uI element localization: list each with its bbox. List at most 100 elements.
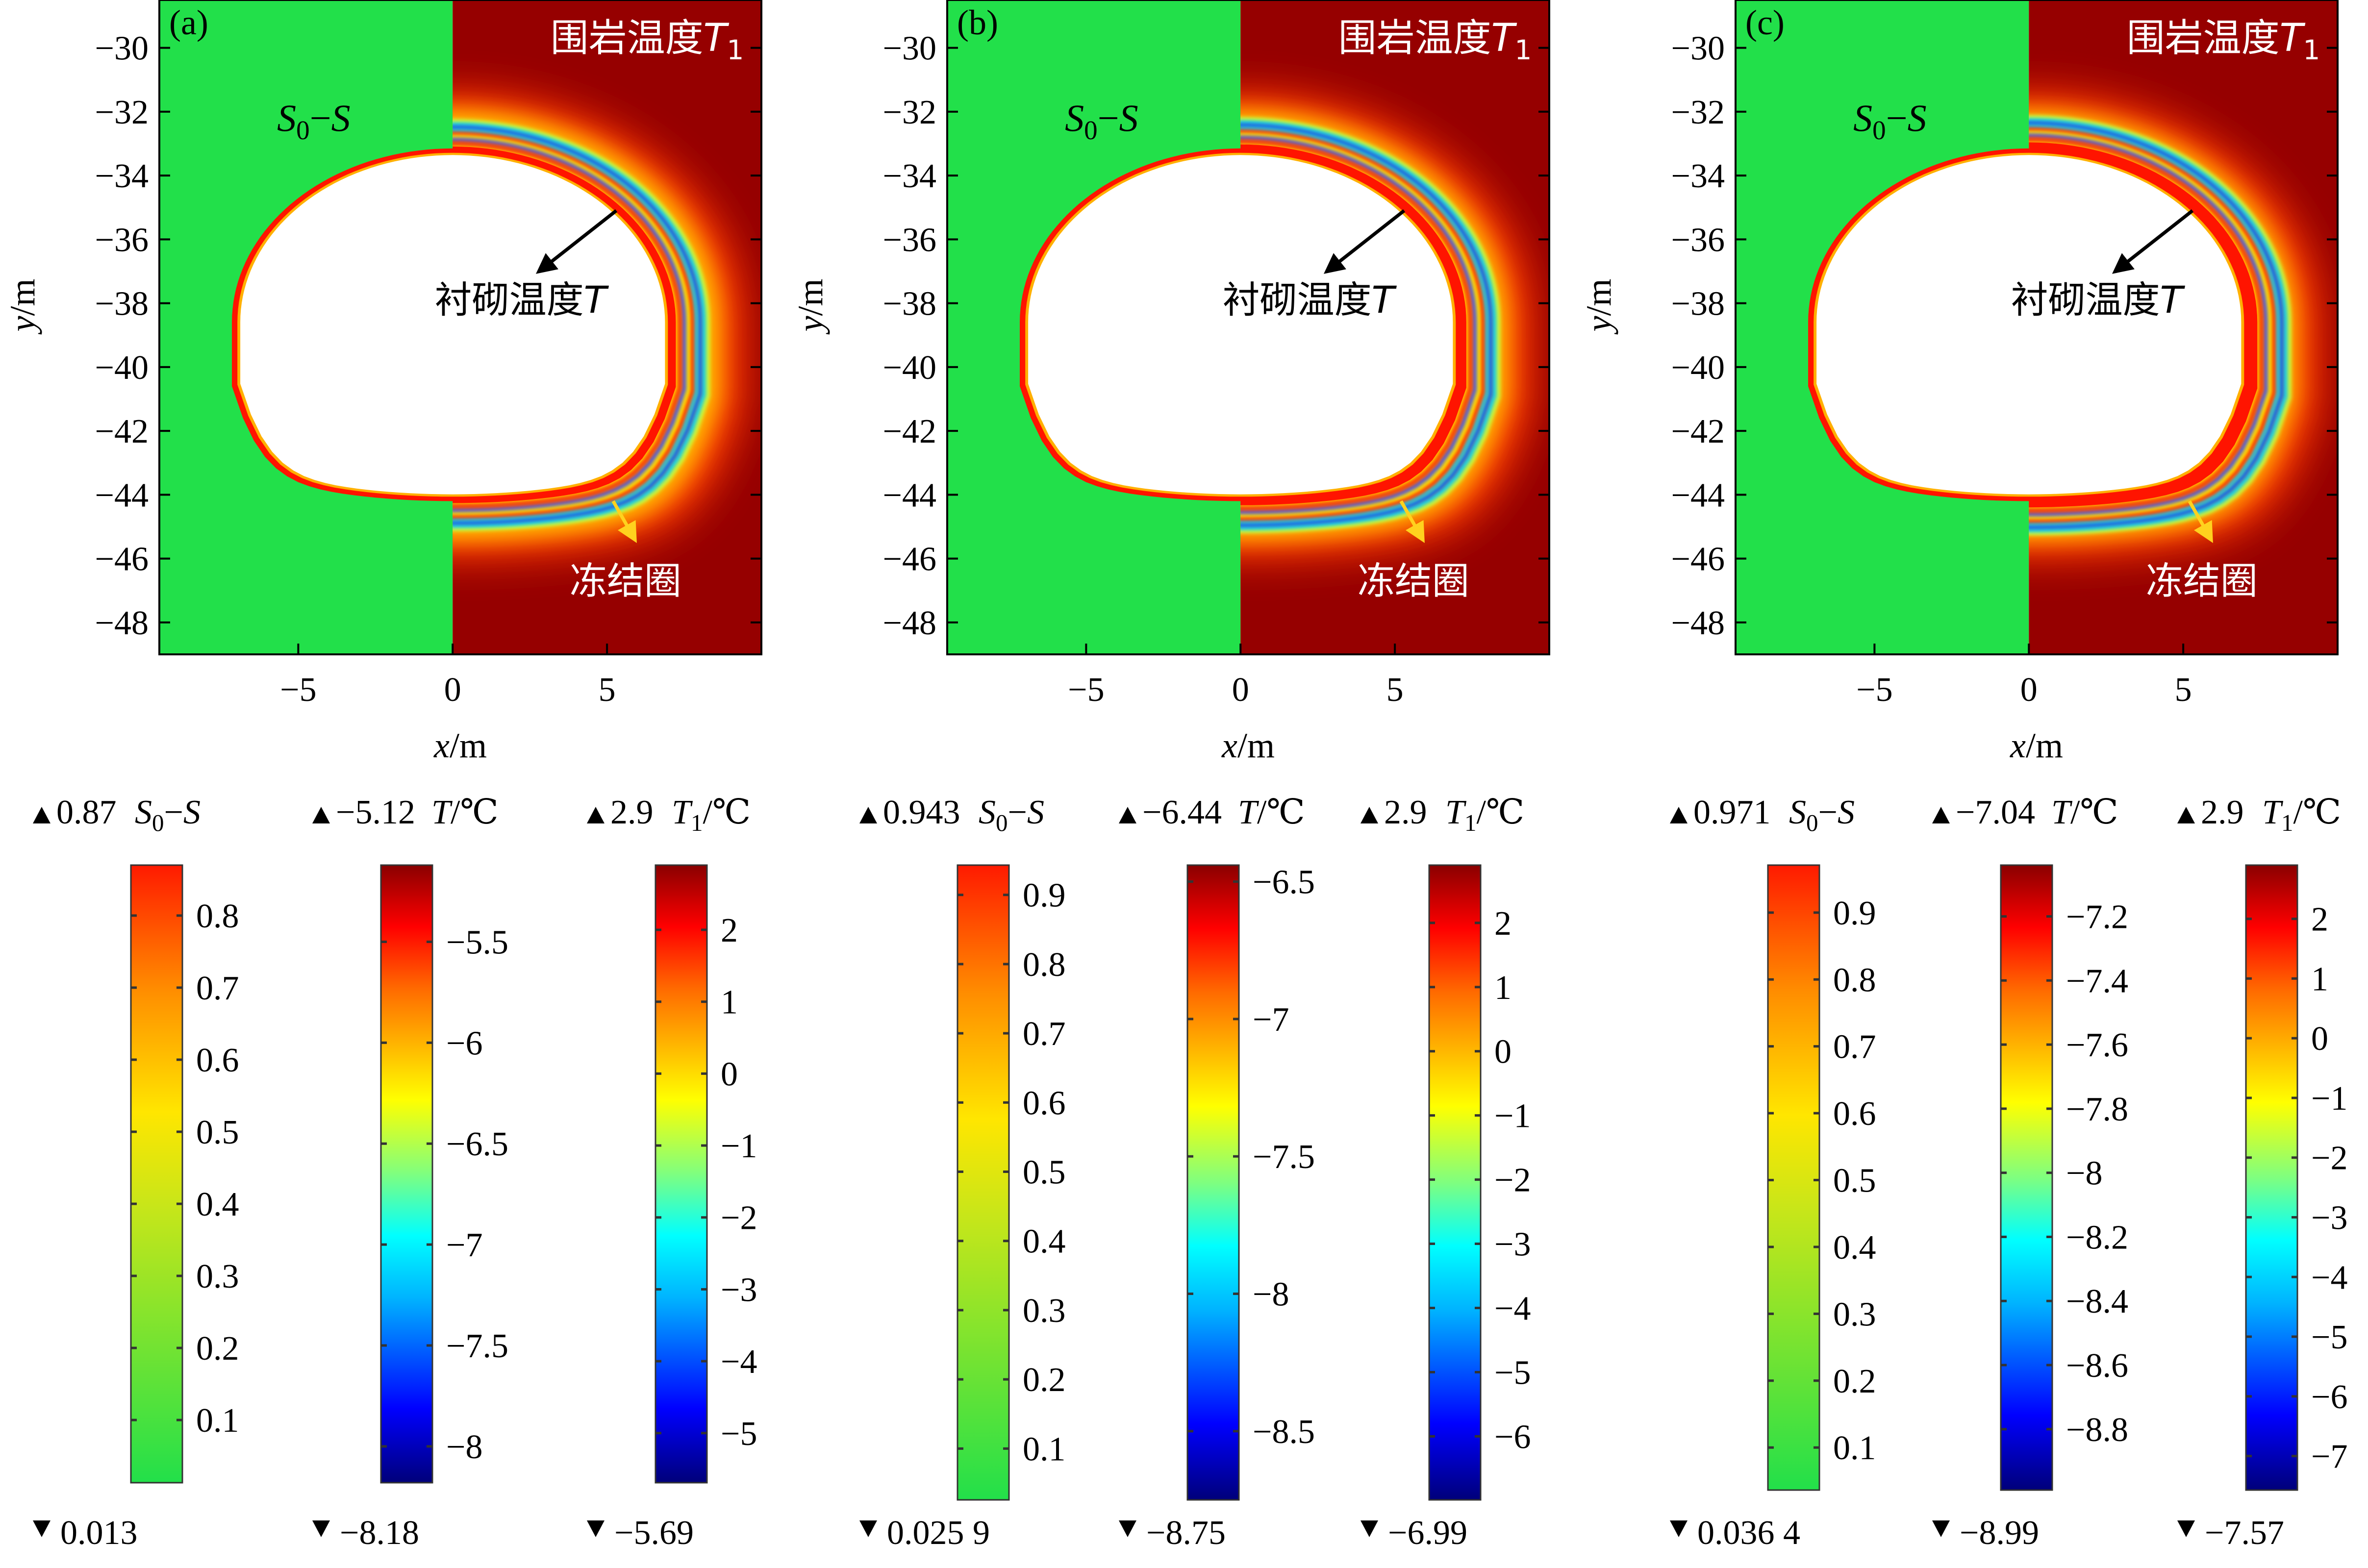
colorbar-tick-label: 0 <box>1494 1033 1511 1071</box>
colorbar-tick-label: 0.2 <box>1833 1363 1876 1400</box>
x-axis-label: x/m <box>433 726 487 765</box>
colorbar-tick-label: −5 <box>1494 1354 1531 1392</box>
colorbar-tick-label: 1 <box>2311 960 2328 998</box>
colorbar-max-value: −5.12 <box>336 794 415 831</box>
panel-3: −30−32−34−36−38−40−42−44−46−48−5 0 5(c)x/m… <box>1579 0 2347 1552</box>
tunnel-interior <box>240 155 665 495</box>
lining-temperature-label: 衬砌温度T <box>435 278 609 322</box>
colorbar-tick-label: 0.1 <box>196 1402 239 1440</box>
colorbar-tick-label: 0.9 <box>1023 877 1066 915</box>
colorbar-tick-label: 0.1 <box>1833 1429 1876 1467</box>
colorbar-tick-label: −4 <box>2311 1259 2347 1296</box>
colorbar-tick-label: −5 <box>721 1415 757 1453</box>
plot-area <box>1736 0 2338 654</box>
colorbar-tick-label: 0.6 <box>1023 1084 1066 1122</box>
y-tick-label: −40 <box>1671 349 1725 387</box>
colorbar-min-value: −8.18 <box>340 1514 419 1552</box>
colorbar-gradient <box>957 864 1010 1501</box>
y-tick-label: −40 <box>883 349 936 387</box>
y-tick-label: −32 <box>95 94 149 131</box>
order-parameter-label: S0−S <box>277 97 351 145</box>
lining-temperature-label: 衬砌温度T <box>1223 278 1397 322</box>
x-tick-label: 5 <box>2175 671 2192 709</box>
min-marker-icon <box>859 1520 877 1537</box>
min-marker-icon <box>1360 1520 1378 1537</box>
y-tick-label: −46 <box>1671 541 1725 578</box>
x-tick-label: 0 <box>1232 671 1249 709</box>
frozen-ring-arrow <box>611 500 637 543</box>
colorbar-tick-label: −4 <box>1494 1290 1531 1327</box>
min-marker-icon <box>1932 1520 1950 1537</box>
min-marker-icon <box>1670 1520 1688 1537</box>
colorbar-tick-label: −1 <box>1494 1097 1531 1135</box>
tunnel-interior <box>1028 155 1453 495</box>
colorbar-tick-label: 2 <box>2311 901 2328 939</box>
tunnel-interior <box>1816 155 2242 495</box>
y-tick-label: −36 <box>1671 221 1725 259</box>
colorbar-tick-label: 0.3 <box>1833 1295 1876 1333</box>
colorbar-min-value: −6.99 <box>1388 1514 1467 1552</box>
max-marker-icon <box>1670 807 1688 823</box>
colorbar-title: T/℃ <box>2051 794 2118 831</box>
colorbar-tick-label: 0.3 <box>196 1258 239 1295</box>
colorbar-tick-label: 0.7 <box>196 970 239 1007</box>
colorbar-tick-label: −8 <box>2066 1155 2102 1193</box>
colorbar-tick-label: −2 <box>2311 1140 2347 1177</box>
y-tick-label: −38 <box>883 285 936 323</box>
colorbar-tick-label: −4 <box>721 1343 757 1381</box>
x-tick-label: −5 <box>1856 671 1892 709</box>
y-tick-label: −44 <box>1671 476 1725 514</box>
colorbar-tick-label: 0.5 <box>196 1114 239 1151</box>
colorbar-tick-label: −7 <box>446 1226 482 1264</box>
y-tick-label: −44 <box>95 476 149 514</box>
plot-area <box>947 0 1549 654</box>
colorbar-title: T/℃ <box>431 794 499 831</box>
y-tick-label: −36 <box>95 221 149 259</box>
y-tick-label: −32 <box>883 94 936 131</box>
colorbar-max-value: −6.44 <box>1142 794 1222 831</box>
colorbar-tick-label: −7 <box>1253 1001 1289 1039</box>
colorbar-2: −7.2 −7.4 −7.6 −7.8 −8 −8.2 −8.4 −8.6 −8.8 −7.04 T… <box>1932 794 2128 1552</box>
colorbar-gradient <box>655 864 708 1484</box>
colorbar-max-value: −7.04 <box>1956 794 2035 831</box>
colorbar-tick-label: −6.5 <box>446 1125 508 1163</box>
colorbar-tick-label: −3 <box>2311 1199 2347 1237</box>
min-marker-icon <box>312 1520 330 1537</box>
colorbar-tick-label: 0.1 <box>1023 1430 1066 1468</box>
colorbar-min-value: 0.025 9 <box>887 1514 990 1552</box>
colorbar-title: S0−S <box>1789 794 1855 836</box>
max-marker-icon <box>587 807 605 823</box>
x-axis-label: x/m <box>1221 726 1275 765</box>
panel-label: (a) <box>169 3 208 42</box>
y-tick-label: −46 <box>95 541 149 578</box>
colorbar-tick-label: −7.5 <box>446 1327 508 1365</box>
colorbar-tick-label: 0 <box>721 1055 738 1093</box>
y-tick-label: −30 <box>883 30 936 68</box>
colorbar-tick-label: −6 <box>2311 1378 2347 1416</box>
colorbar-gradient <box>1428 864 1482 1501</box>
frozen-ring-label: 冻结圈 <box>1358 559 1469 602</box>
colorbar-tick-label: −7.5 <box>1253 1138 1315 1176</box>
colorbar-1: 0.9 0.8 0.7 0.6 0.5 0.4 0.3 0.2 0.1 0.971 S0−S 0.03… <box>1670 794 1876 1552</box>
colorbar-title: S0−S <box>135 794 201 836</box>
y-tick-label: −38 <box>1671 285 1725 323</box>
max-marker-icon <box>1360 807 1378 823</box>
colorbar-min-value: −8.99 <box>1960 1514 2039 1552</box>
y-tick-label: −40 <box>95 349 149 387</box>
min-marker-icon <box>587 1520 605 1537</box>
colorbar-tick-label: −6 <box>446 1024 482 1062</box>
colorbar-tick-label: −6 <box>1494 1418 1531 1456</box>
colorbar-tick-label: 0.5 <box>1833 1162 1876 1200</box>
y-tick-label: −34 <box>1671 157 1725 195</box>
colorbar-max-value: 2.9 <box>1384 794 1427 831</box>
y-axis-label: y/m <box>1579 279 1618 335</box>
colorbar-tick-label: −7.8 <box>2066 1091 2128 1128</box>
rock-temperature-label: 围岩温度T1 <box>551 16 744 66</box>
x-tick-label: 5 <box>599 671 616 709</box>
colorbar-tick-label: 0.6 <box>196 1042 239 1079</box>
y-tick-label: −42 <box>883 413 936 450</box>
frozen-ring-label: 冻结圈 <box>570 559 681 602</box>
colorbar-gradient <box>1186 864 1240 1501</box>
colorbar-gradient <box>130 864 183 1484</box>
